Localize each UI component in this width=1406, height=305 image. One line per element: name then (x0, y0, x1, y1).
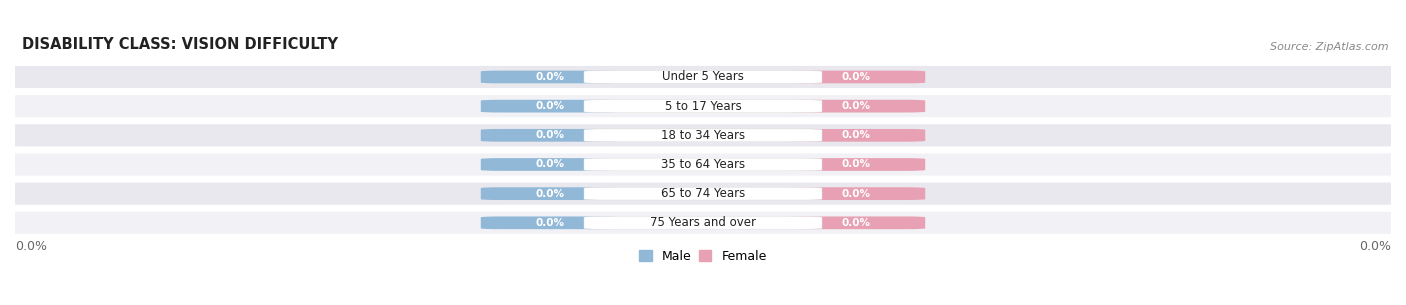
FancyBboxPatch shape (481, 158, 619, 171)
Text: 0.0%: 0.0% (842, 72, 870, 82)
Text: 0.0%: 0.0% (1360, 240, 1391, 253)
FancyBboxPatch shape (787, 71, 925, 83)
Text: 18 to 34 Years: 18 to 34 Years (661, 129, 745, 142)
FancyBboxPatch shape (481, 100, 619, 113)
FancyBboxPatch shape (8, 95, 1398, 117)
FancyBboxPatch shape (481, 187, 619, 200)
Legend: Male, Female: Male, Female (634, 245, 772, 268)
Text: 65 to 74 Years: 65 to 74 Years (661, 187, 745, 200)
Text: 0.0%: 0.0% (536, 160, 564, 170)
FancyBboxPatch shape (481, 129, 619, 142)
Text: 0.0%: 0.0% (842, 130, 870, 140)
FancyBboxPatch shape (481, 71, 619, 83)
Text: 0.0%: 0.0% (536, 101, 564, 111)
FancyBboxPatch shape (787, 187, 925, 200)
FancyBboxPatch shape (8, 153, 1398, 176)
FancyBboxPatch shape (8, 124, 1398, 146)
FancyBboxPatch shape (583, 71, 823, 83)
FancyBboxPatch shape (583, 158, 823, 171)
Text: Source: ZipAtlas.com: Source: ZipAtlas.com (1270, 41, 1388, 52)
Text: 0.0%: 0.0% (842, 189, 870, 199)
FancyBboxPatch shape (583, 100, 823, 113)
Text: 5 to 17 Years: 5 to 17 Years (665, 100, 741, 113)
FancyBboxPatch shape (787, 217, 925, 229)
FancyBboxPatch shape (787, 158, 925, 171)
FancyBboxPatch shape (583, 129, 823, 142)
FancyBboxPatch shape (787, 129, 925, 142)
Text: 35 to 64 Years: 35 to 64 Years (661, 158, 745, 171)
Text: Under 5 Years: Under 5 Years (662, 70, 744, 84)
Text: 0.0%: 0.0% (536, 72, 564, 82)
FancyBboxPatch shape (8, 212, 1398, 234)
Text: 0.0%: 0.0% (536, 189, 564, 199)
Text: 0.0%: 0.0% (536, 218, 564, 228)
Text: 0.0%: 0.0% (536, 130, 564, 140)
FancyBboxPatch shape (8, 183, 1398, 205)
FancyBboxPatch shape (481, 217, 619, 229)
FancyBboxPatch shape (787, 100, 925, 113)
FancyBboxPatch shape (583, 187, 823, 200)
Text: 0.0%: 0.0% (15, 240, 46, 253)
Text: 0.0%: 0.0% (842, 160, 870, 170)
Text: 0.0%: 0.0% (842, 101, 870, 111)
FancyBboxPatch shape (8, 66, 1398, 88)
Text: DISABILITY CLASS: VISION DIFFICULTY: DISABILITY CLASS: VISION DIFFICULTY (22, 37, 337, 52)
Text: 0.0%: 0.0% (842, 218, 870, 228)
Text: 75 Years and over: 75 Years and over (650, 216, 756, 229)
FancyBboxPatch shape (583, 217, 823, 229)
